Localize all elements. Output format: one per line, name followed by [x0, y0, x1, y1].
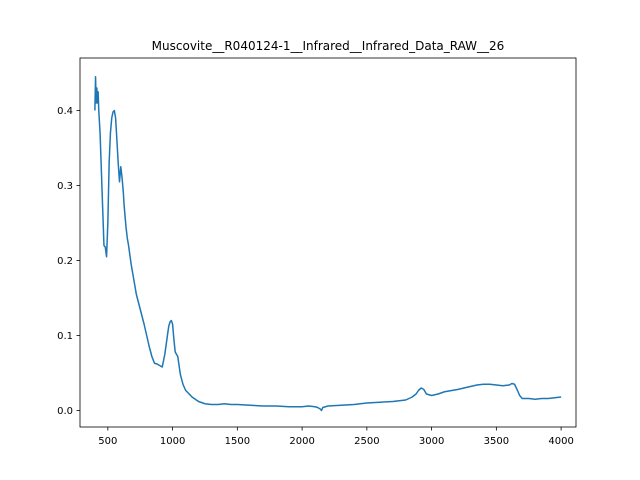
x-tick-label: 3500 — [484, 436, 509, 447]
x-tick-label: 500 — [98, 436, 117, 447]
y-tick-label: 0.2 — [57, 256, 73, 267]
x-axis-ticks: 500 1000 1500 2000 2500 3000 3500 4000 — [98, 427, 574, 447]
series-line — [94, 76, 562, 412]
y-tick-label: 0.0 — [57, 406, 73, 417]
x-tick-label: 2000 — [289, 436, 314, 447]
x-tick-label: 3000 — [419, 436, 444, 447]
y-tick-label: 0.3 — [57, 181, 73, 192]
y-axis-ticks: 0.0 0.1 0.2 0.3 0.4 — [57, 106, 80, 417]
plot-frame — [79, 57, 577, 428]
x-tick-label: 1000 — [160, 436, 185, 447]
x-tick-label: 1500 — [225, 436, 250, 447]
y-tick-label: 0.1 — [57, 331, 73, 342]
y-tick-label: 0.4 — [57, 106, 73, 117]
chart-title: Muscovite__R040124-1__Infrared__Infrared… — [152, 39, 505, 53]
x-tick-label: 2500 — [354, 436, 379, 447]
plot-area — [80, 58, 576, 427]
x-tick-label: 4000 — [548, 436, 573, 447]
